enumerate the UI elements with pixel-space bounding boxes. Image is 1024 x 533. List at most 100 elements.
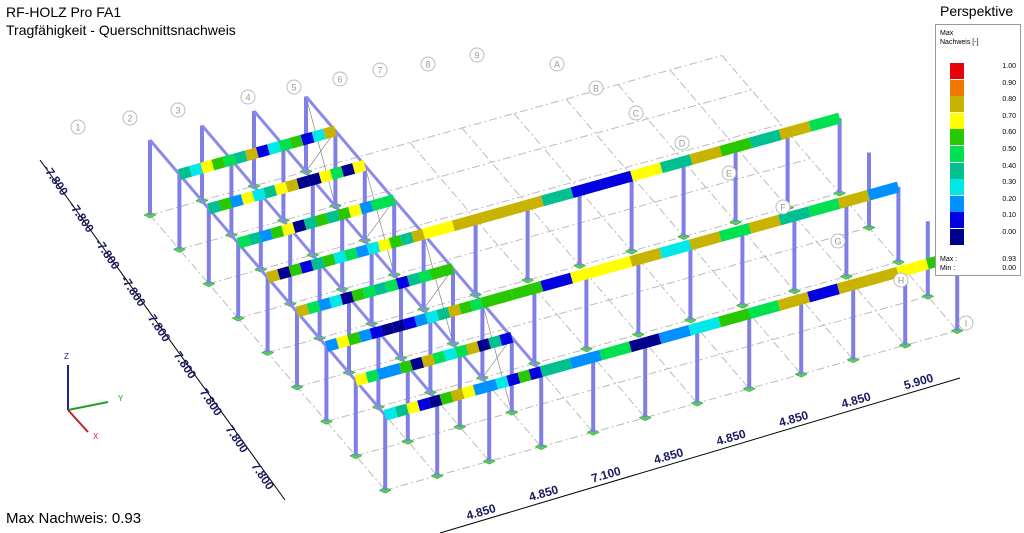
result-beam [628,333,662,353]
result-beam [270,225,285,240]
bracing [423,234,454,344]
result-beam [718,308,751,328]
result-beam [399,231,414,246]
result-beam [540,187,574,207]
result-beam [391,319,406,334]
grid-label: 4 [245,92,250,102]
result-beam [540,272,574,292]
legend-level: 0.00 [1002,229,1016,236]
legend-swatch [950,129,964,146]
result-beam [332,250,348,265]
legend-swatch [950,63,964,79]
result-beam [222,153,237,168]
result-beam [476,338,491,352]
result-beam [207,200,222,215]
grid-axis [326,261,899,422]
beam [406,365,439,402]
result-beam [719,137,752,157]
result-beam [310,256,325,271]
dimension-label: 4.850 [715,426,748,448]
result-beam [259,228,274,243]
grid-label: G [834,236,841,246]
beam [341,213,373,250]
grid-label: 8 [425,59,430,69]
result-beam [322,125,337,140]
max-result: Max Nachweis: 0.93 [6,510,142,527]
result-beam [688,231,722,251]
result-beam [454,344,469,359]
result-beam [289,134,304,149]
grid-label: H [898,275,905,285]
legend-level: 0.50 [1002,146,1016,153]
result-beam [417,397,432,412]
beam [451,267,484,304]
result-beam [414,313,429,327]
result-beam [307,172,322,187]
result-beam [347,331,362,346]
result-beam [380,322,395,337]
result-beam [599,341,632,361]
beam [510,336,543,373]
result-beam [348,203,363,218]
result-beam [422,220,455,240]
result-beam [359,200,374,215]
grid-label: 7 [377,65,382,75]
result-beam [395,275,410,290]
beam [347,296,380,333]
grid-label: D [679,138,686,148]
result-beam [406,272,422,287]
grid-axis [355,295,928,457]
result-beam [440,263,455,277]
beam [354,379,387,417]
result-beam [510,281,544,300]
result-beam [499,332,514,346]
result-beam [480,289,514,309]
beam [393,198,425,236]
result-beam [177,165,193,180]
dimension-label: 7.800 [171,349,200,382]
beam [370,247,403,284]
grid-label: 3 [175,105,180,115]
legend-panel: Max Nachweis [-] 1.00 0.90 0.80 0.70 0.60 0.5… [935,24,1021,276]
grid-label: B [593,83,599,93]
beam [200,124,233,161]
result-beam [344,247,359,262]
dimension-label: -7.800 [118,273,149,309]
result-beam [398,359,413,374]
dimension-label: 5.900 [902,371,935,393]
grid-marker [628,105,644,121]
result-beam [369,325,384,340]
beam [178,173,210,210]
result-beam [365,369,380,383]
result-beam [336,334,351,349]
result-beam [295,303,310,318]
legend-max: Max : [940,256,958,263]
result-beam [341,163,356,177]
result-beam [267,141,282,155]
beam [252,110,285,147]
grid-marker [674,135,690,151]
result-beam [266,269,281,283]
result-beam [896,258,929,278]
result-beam [311,128,326,143]
result-beam [629,247,663,267]
axis-y [67,401,109,411]
dimension-line [39,159,286,501]
result-beam [688,316,721,336]
result-beam [439,391,454,405]
result-beam [240,191,255,205]
grid-axis [179,89,752,250]
result-beam [251,187,266,202]
grid-axis [149,55,723,216]
result-beam [292,219,307,233]
result-beam [569,349,603,369]
result-beam [506,372,521,387]
result-beam [233,150,248,165]
legend-level: 0.70 [1002,112,1016,120]
bracing [482,302,513,413]
grid-marker [240,89,256,105]
result-beam [778,206,811,226]
result-beam [436,306,451,321]
result-beam [281,222,296,237]
